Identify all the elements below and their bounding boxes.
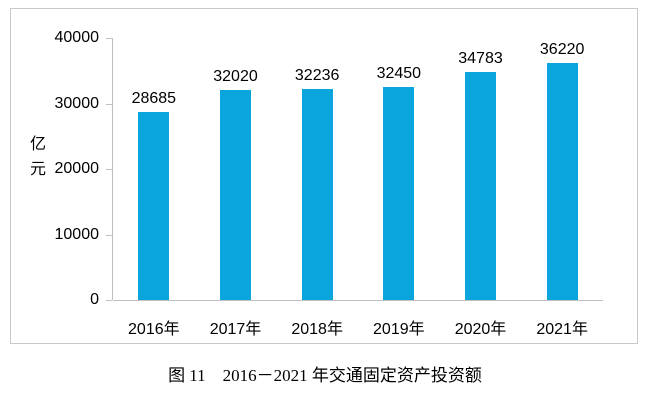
x-axis-label: 2019年: [373, 321, 425, 338]
bar-2021年: [546, 62, 578, 300]
bar-value-label: 32450: [376, 65, 422, 83]
y-axis-title: 亿元: [29, 136, 46, 178]
x-axis-label: 2017年: [209, 321, 262, 338]
y-tick-mark: [106, 38, 112, 39]
bar-value-label: 32020: [213, 68, 258, 86]
bar-2019年: [383, 87, 415, 300]
bar-value-label: 34783: [458, 50, 503, 68]
y-tick-label: 0: [90, 291, 99, 308]
x-axis-line: [113, 300, 603, 301]
y-tick-mark: [106, 234, 112, 236]
x-axis-label: 2021年: [536, 321, 588, 338]
bar-value-label: 36220: [539, 40, 585, 58]
y-tick-label: 40000: [54, 29, 100, 46]
bar-2020年: [465, 72, 496, 300]
bar-value-label: 32236: [294, 66, 340, 84]
bar-2016年: [138, 112, 170, 300]
x-axis-label: 2016年: [128, 321, 180, 338]
x-axis-label: 2020年: [454, 321, 507, 338]
x-axis-label: 2018年: [291, 321, 343, 338]
y-tick-mark: [106, 103, 112, 105]
figure-caption: 图 11 2016－2021 年交通固定资产投资额: [168, 366, 482, 385]
bar-value-label: 28685: [131, 90, 177, 108]
y-tick-mark: [106, 169, 112, 170]
y-axis-line: [112, 38, 113, 300]
y-tick-label: 10000: [54, 225, 100, 243]
bar-2017年: [220, 90, 251, 300]
y-tick-label: 20000: [54, 160, 100, 177]
y-tick-label: 30000: [54, 94, 100, 112]
y-tick-mark: [106, 300, 112, 301]
bar-2018年: [301, 88, 333, 300]
chart-frame: 亿元 0 10000 20000 30000 40000 28685 32020 32236…: [10, 8, 638, 344]
